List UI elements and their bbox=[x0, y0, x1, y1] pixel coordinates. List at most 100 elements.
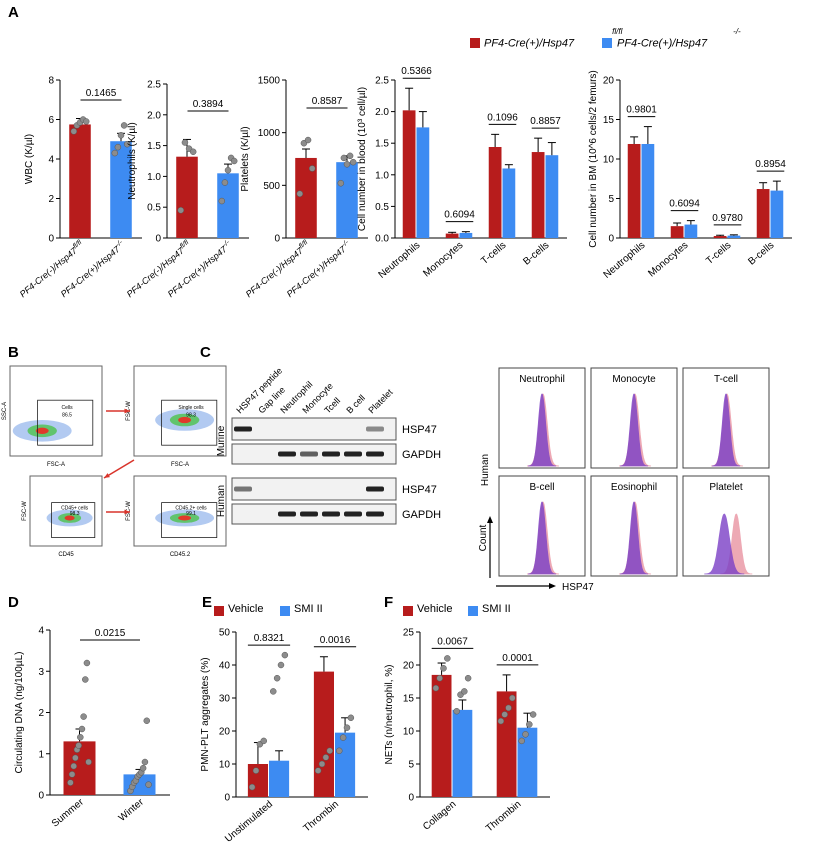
nets-ytick-label: 10 bbox=[403, 727, 415, 738]
blood-ytick-label: 1.0 bbox=[375, 170, 389, 181]
wbc-point bbox=[82, 118, 90, 125]
nets-x-tick-label: Collagen bbox=[421, 799, 458, 833]
dna-pvalue: 0.0215 bbox=[95, 628, 126, 639]
plt-bar bbox=[295, 157, 317, 238]
plt-point bbox=[349, 158, 357, 166]
flow-gate bbox=[51, 502, 96, 539]
blood-bar bbox=[531, 152, 545, 238]
histogram-y-label: Count bbox=[478, 524, 489, 551]
nets-point bbox=[529, 711, 537, 718]
dna-point bbox=[80, 713, 87, 720]
pmn-ytick-label: 20 bbox=[219, 727, 231, 738]
nets-point bbox=[522, 731, 529, 738]
plt-point bbox=[337, 179, 345, 187]
histogram-title: Eosinophil bbox=[611, 482, 657, 493]
neut-x-tick-sup: -/- bbox=[222, 239, 232, 249]
neut-point bbox=[177, 207, 185, 214]
blot-band bbox=[366, 451, 384, 457]
blood-ytick-label: 1.5 bbox=[375, 139, 389, 150]
blood-ytick-label: 2.0 bbox=[375, 107, 389, 118]
plt-point bbox=[340, 154, 348, 162]
flow-gate-value: 86.5 bbox=[62, 412, 72, 418]
bm-bar bbox=[713, 236, 727, 238]
neut-x-tick-sup: fl/fl bbox=[179, 239, 191, 250]
bm-bar bbox=[684, 224, 698, 238]
wbc-ytick-label: 8 bbox=[48, 76, 54, 87]
dna-x-tick-label: Winter bbox=[117, 796, 147, 823]
wbc-ytick-label: 0 bbox=[48, 234, 54, 245]
blot-strip bbox=[231, 417, 397, 441]
flow-gate-label: CD45+ cells bbox=[61, 506, 89, 512]
nets-point bbox=[444, 655, 451, 662]
dna-point bbox=[78, 725, 86, 733]
wbc-bar bbox=[69, 124, 91, 238]
histogram-hsp47 bbox=[704, 513, 745, 575]
histogram-title: Platelet bbox=[709, 482, 743, 493]
blot-band bbox=[234, 426, 252, 432]
nets-pvalue: 0.0067 bbox=[437, 636, 468, 647]
blot-species-murine: Murine bbox=[216, 425, 227, 456]
dna-point bbox=[83, 659, 91, 667]
neut-ytick-label: 1.0 bbox=[147, 172, 161, 183]
flow-x-label: FSC-A bbox=[171, 462, 189, 468]
pmn-ytick-label: 0 bbox=[224, 793, 230, 804]
flow-y-label: FSC-W bbox=[22, 501, 28, 521]
pmn-pvalue: 0.0016 bbox=[320, 635, 351, 646]
blot-lane-label: Platelet bbox=[366, 387, 395, 416]
histogram-hsp47 bbox=[527, 393, 557, 467]
flow-density-core bbox=[64, 515, 75, 521]
nets-ytick-label: 0 bbox=[408, 793, 414, 804]
flow-density-core bbox=[35, 427, 49, 434]
plt-ytick-label: 500 bbox=[263, 181, 280, 192]
dna-point bbox=[141, 758, 149, 766]
wbc-point bbox=[70, 128, 78, 135]
pmn-point bbox=[273, 674, 281, 682]
neut-point bbox=[224, 166, 232, 174]
dna-point bbox=[139, 764, 147, 772]
pmn-point bbox=[281, 651, 289, 659]
bm-bar bbox=[727, 235, 741, 238]
nets-x-tick-label: Thrombin bbox=[484, 799, 523, 835]
neut-point bbox=[221, 179, 229, 186]
pmn-x-tick-label: Thrombin bbox=[301, 799, 340, 835]
flow-x-label: CD45.2 bbox=[170, 552, 191, 558]
plt-point bbox=[343, 161, 351, 168]
blot-band bbox=[366, 511, 384, 517]
plt-bar bbox=[336, 162, 358, 238]
histogram-title: T-cell bbox=[714, 374, 738, 385]
dna-point bbox=[70, 762, 77, 770]
blood-ytick-label: 0.5 bbox=[375, 202, 389, 213]
nets-point bbox=[501, 711, 508, 718]
nets-pvalue: 0.0001 bbox=[502, 653, 533, 664]
flow-gate-value: 98.3 bbox=[70, 511, 80, 517]
wbc-x-tick-sup: fl/fl bbox=[72, 239, 84, 250]
plt-x-tick-sup: fl/fl bbox=[298, 239, 310, 250]
plt-ytick-label: 1500 bbox=[258, 76, 281, 87]
nets-point bbox=[440, 665, 447, 672]
flow-arrow-2-head bbox=[104, 473, 110, 478]
dna-point bbox=[75, 742, 82, 749]
flow-gate bbox=[37, 399, 94, 446]
wbc-bar bbox=[110, 141, 132, 238]
neut-point bbox=[189, 148, 197, 156]
pmn-point bbox=[326, 747, 333, 755]
plt-ytick-label: 0 bbox=[274, 234, 280, 245]
bm-x-tick-label: B-cells bbox=[746, 240, 776, 268]
flow-gate-label: CD45.2+ cells bbox=[175, 506, 207, 512]
histogram-hsp47 bbox=[619, 501, 649, 575]
dna-ytick-label: 4 bbox=[38, 626, 44, 637]
bm-bar bbox=[641, 143, 655, 238]
neut-point bbox=[218, 197, 226, 205]
plt-point bbox=[296, 190, 304, 198]
wbc-y-label: WBC (K/µl) bbox=[24, 134, 35, 184]
wbc-point bbox=[114, 143, 122, 151]
plt-point bbox=[304, 136, 312, 144]
dna-point bbox=[68, 771, 76, 778]
dna-point bbox=[67, 779, 74, 786]
flow-x-label: FSC-A bbox=[47, 462, 65, 468]
dna-ytick-label: 2 bbox=[38, 708, 44, 719]
nets-point bbox=[436, 674, 443, 682]
wbc-point bbox=[123, 140, 131, 148]
flow-gate bbox=[161, 399, 218, 446]
histogram-y-arrowhead bbox=[487, 516, 493, 523]
